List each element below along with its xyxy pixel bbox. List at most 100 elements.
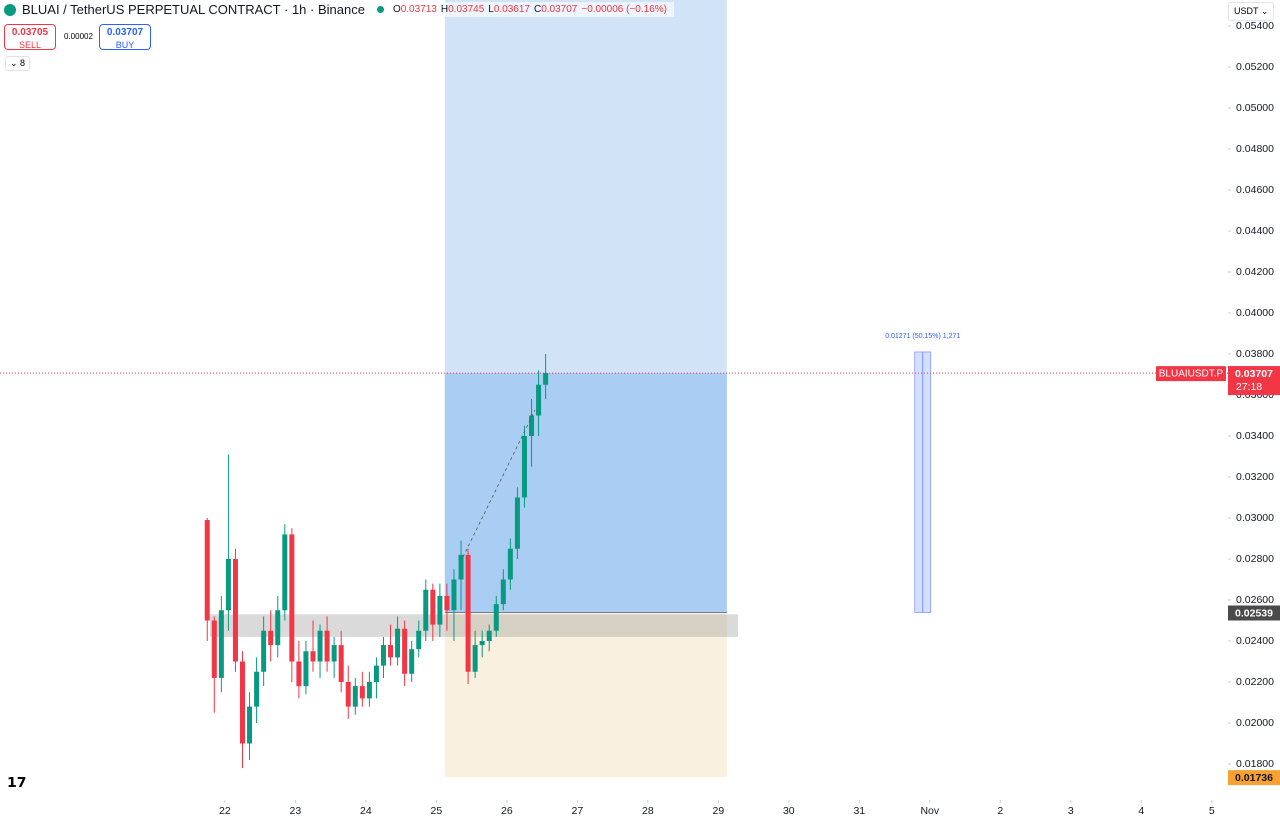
- logo: 𝟭𝟳: [7, 774, 27, 790]
- y-tick-label: 0.04200: [1236, 266, 1274, 278]
- ohlc-value: 0.03745: [448, 4, 485, 15]
- y-tick-label: 0.03800: [1236, 348, 1274, 360]
- y-tick-label: 0.04000: [1236, 307, 1274, 319]
- sell-label: SELL: [18, 40, 42, 50]
- stop-zone: [444, 612, 727, 778]
- candle-body: [444, 595, 450, 611]
- x-tick-label: 29: [712, 805, 724, 816]
- x-tick-label: Nov: [920, 805, 939, 816]
- candle-body: [275, 610, 281, 646]
- candle-body: [296, 661, 302, 687]
- candle-body: [543, 373, 549, 385]
- x-tick-label: 31: [853, 805, 865, 816]
- countdown: 27:18: [1236, 381, 1262, 393]
- symbol-icon: [4, 3, 16, 16]
- candle-body: [268, 630, 274, 646]
- candle-body: [465, 554, 471, 672]
- symbol-badge-label: BLUAIUSDT.P: [1159, 369, 1224, 380]
- y-tick-label: 0.02200: [1236, 676, 1274, 688]
- ohlc-key: O: [392, 4, 401, 15]
- candle-body: [437, 595, 443, 625]
- profit-fill: [444, 373, 727, 613]
- x-tick-label: 22: [219, 805, 231, 816]
- stop-badge-label: 0.01736: [1235, 772, 1273, 784]
- sell-price: 0.03705: [11, 27, 49, 38]
- candle-body: [331, 645, 337, 662]
- entry-badge: [1228, 605, 1280, 621]
- candle-body: [402, 628, 408, 674]
- candle-body: [303, 651, 309, 687]
- x-tick-label: 24: [360, 805, 372, 816]
- candle-body: [486, 630, 492, 642]
- candle-body: [479, 641, 485, 646]
- y-tick-label: 0.02600: [1236, 594, 1274, 606]
- entry-badge-label: 0.02539: [1235, 607, 1273, 619]
- candle-body: [529, 415, 535, 436]
- candle-body: [218, 610, 224, 678]
- status-dot: [376, 6, 384, 13]
- x-tick-label: 28: [642, 805, 654, 816]
- buy-button[interactable]: 0.03707 BUY: [99, 24, 151, 50]
- candle-body: [514, 497, 520, 549]
- candle-body: [395, 628, 401, 658]
- y-tick-label: 0.03400: [1236, 430, 1274, 442]
- candle-body: [380, 645, 386, 666]
- candle-body: [225, 558, 231, 611]
- x-tick-label: 5: [1209, 805, 1215, 816]
- y-tick-label: 0.04600: [1236, 184, 1274, 196]
- candle-body: [451, 579, 457, 611]
- y-tick-label: 0.02800: [1236, 553, 1274, 565]
- x-tick-label: 25: [431, 805, 443, 816]
- candle-body: [416, 630, 422, 650]
- candle-body: [388, 645, 394, 658]
- candle-body: [204, 520, 210, 621]
- measure-label: 0.01271 (50.15%) 1,271: [885, 333, 960, 340]
- candle-body: [211, 620, 217, 678]
- candle-body: [536, 384, 542, 416]
- candle-body: [324, 630, 330, 662]
- currency: USDT: [1234, 6, 1259, 16]
- ohlc-key: H: [440, 4, 449, 15]
- currency-select[interactable]: USDT ⌄: [1228, 2, 1275, 21]
- y-tick-label: 0.05400: [1236, 20, 1274, 32]
- x-tick-label: 23: [290, 805, 302, 816]
- candle-body: [317, 630, 323, 662]
- candle-body: [423, 589, 429, 631]
- x-tick-label: 3: [1068, 805, 1074, 816]
- candle-body: [247, 706, 253, 744]
- header: BLUAI / TetherUS PERPETUAL CONTRACT · 1h…: [4, 2, 674, 17]
- ohlc-value: 0.03707: [541, 4, 578, 15]
- y-tick-label: 0.03200: [1236, 471, 1274, 483]
- candle-body: [338, 645, 344, 683]
- indicators-toggle[interactable]: ⌄ 8: [5, 56, 31, 71]
- sell-button[interactable]: 0.03705 SELL: [4, 24, 56, 50]
- candle-body: [239, 661, 245, 744]
- candle-body: [366, 682, 372, 699]
- ohlc-key: C: [533, 4, 542, 15]
- spread: 0.00002: [64, 32, 93, 41]
- price-badge: [1228, 366, 1280, 396]
- candle-body: [254, 671, 260, 707]
- y-tick-label: 0.01800: [1236, 758, 1274, 770]
- x-tick-label: 2: [997, 805, 1003, 816]
- y-tick-label: 0.04400: [1236, 225, 1274, 237]
- y-tick-label: 0.02000: [1236, 717, 1274, 729]
- y-tick-label: 0.04800: [1236, 143, 1274, 155]
- candle-body: [430, 589, 436, 625]
- candle-body: [352, 686, 358, 707]
- ohlc-value: 0.03713: [400, 4, 437, 15]
- candle-body: [373, 665, 379, 683]
- candle-body: [289, 534, 295, 662]
- change: −0.00006 (−0.16%): [581, 4, 667, 15]
- support-zone: [210, 614, 739, 637]
- candle-body: [232, 558, 238, 662]
- candle-body: [310, 651, 316, 662]
- y-tick-label: 0.05000: [1236, 102, 1274, 114]
- ohlc-value: 0.03617: [493, 4, 530, 15]
- candle-body: [409, 649, 415, 674]
- ohlc: O0.03713 H0.03745 L0.03617 C0.03707 −0.00006…: [389, 2, 674, 17]
- candle-body: [507, 548, 513, 580]
- candle-body: [458, 554, 464, 580]
- symbol[interactable]: BLUAI / TetherUS PERPETUAL CONTRACT · 1h…: [22, 2, 365, 17]
- candle-body: [345, 682, 351, 707]
